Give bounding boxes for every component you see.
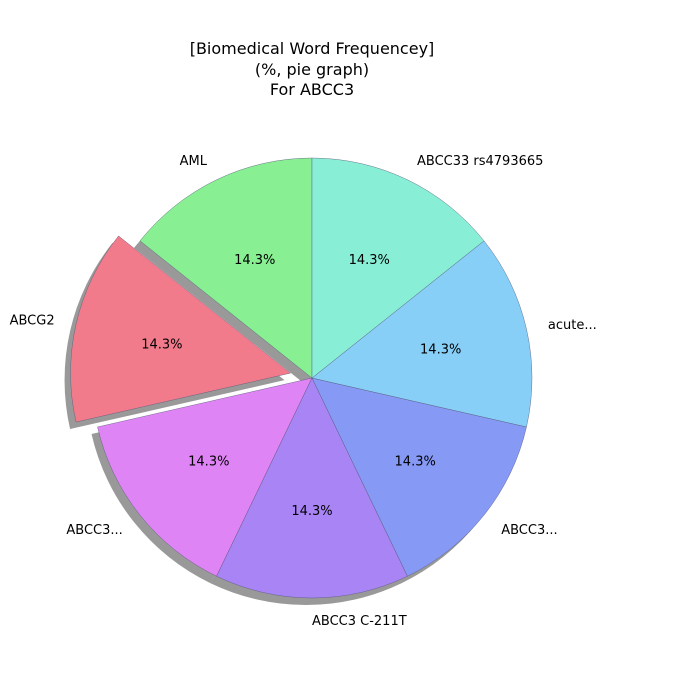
slice-percent-label-5: 14.3%: [420, 343, 461, 358]
pie-slice-0: [139, 157, 313, 379]
slice-percent-label-3: 14.3%: [291, 504, 332, 519]
chart-title-line-3: For ABCC3: [270, 80, 354, 99]
chart-title-line-1: [Biomedical Word Frequencey]: [190, 39, 435, 58]
slice-percent-label-4: 14.3%: [395, 454, 436, 469]
slice-percent-label-1: 14.3%: [141, 338, 182, 353]
slice-percent-label-6: 14.3%: [349, 253, 390, 268]
slice-category-label-4: ABCC3...: [501, 523, 557, 538]
pie-slices: [70, 157, 533, 599]
chart-title-line-2: (%, pie graph): [255, 60, 369, 79]
slice-labels: 14.3% AML 14.3% ABCG2 14.3% ABCC3... 14.3% ABCC…: [10, 154, 597, 629]
pie-slice-4: [311, 377, 527, 577]
pie-slice-3: [216, 377, 408, 599]
slice-percent-label-0: 14.3%: [234, 253, 275, 268]
slice-category-label-2: ABCC3...: [66, 523, 122, 538]
slice-category-label-3: ABCC3 C-211T: [312, 614, 407, 629]
pie-slice-1: [70, 235, 292, 423]
slice-percent-label-2: 14.3%: [188, 454, 229, 469]
pie-slice-2: [97, 377, 313, 577]
slice-category-label-6: ABCC33 rs4793665: [417, 154, 543, 169]
slice-category-label-1: ABCG2: [10, 313, 55, 328]
pie-slice-6: [311, 157, 485, 379]
slice-category-label-0: AML: [180, 154, 208, 169]
pie-slice-5: [311, 240, 533, 428]
slice-category-label-5: acute...: [548, 318, 597, 333]
